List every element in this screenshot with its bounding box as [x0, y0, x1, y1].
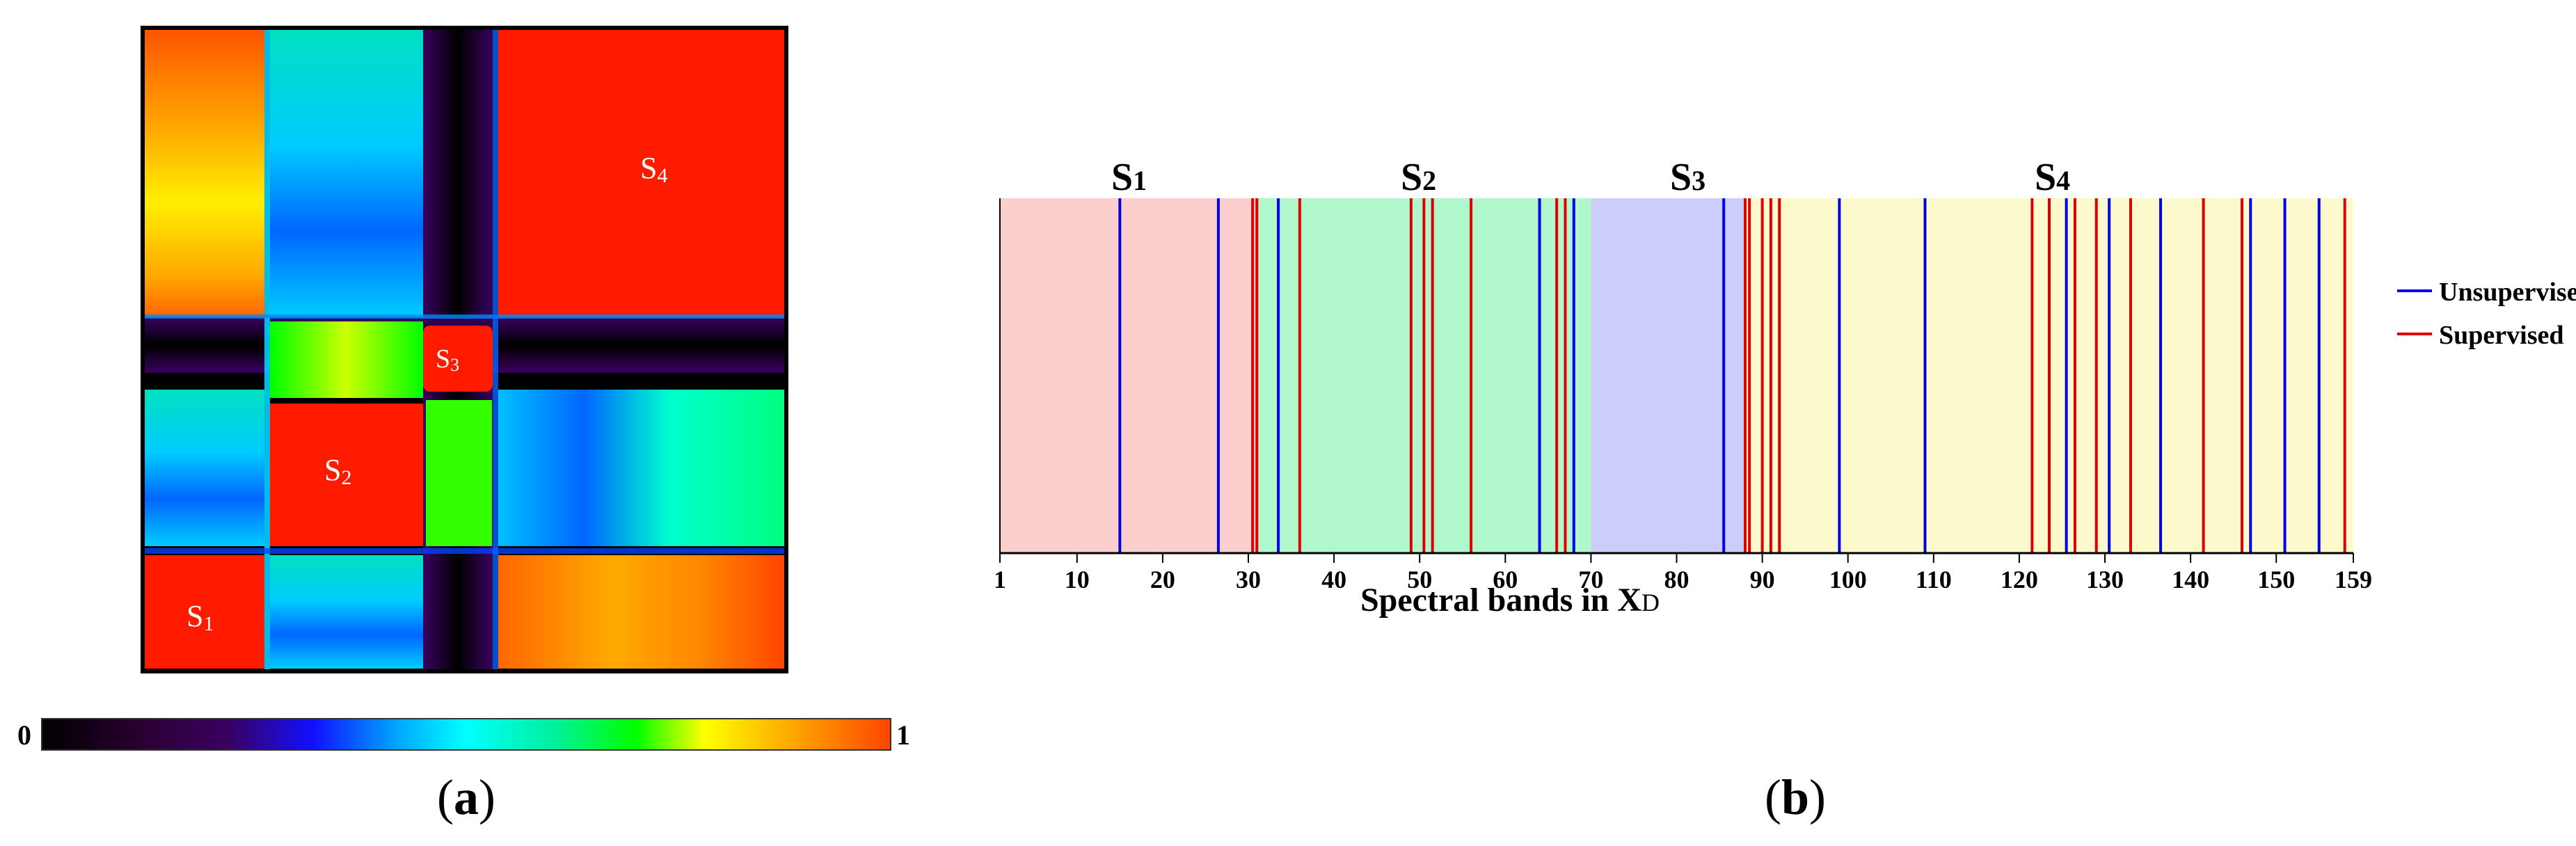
band-selection-chart: 1 10 20 30 40 50 60 70 80 90 100 110 120 130 140 150 159… — [994, 156, 2576, 618]
svg-text:S2: S2 — [324, 453, 351, 489]
colorbar-max-label: 1 — [896, 719, 910, 751]
x-tick-label-20: 20 — [1150, 566, 1175, 593]
block-label-s2: S2 — [324, 453, 351, 489]
legend-label-supervised: Supervised — [2439, 321, 2563, 350]
region-label-4: S4 — [2035, 156, 2070, 199]
x-tick-label-70: 70 — [1578, 566, 1603, 593]
legend: Unsupervised Supervised — [2397, 278, 2576, 350]
x-tick-label-130: 130 — [2086, 566, 2124, 593]
caption-b: (b) — [1764, 769, 1826, 825]
x-tick-label-100: 100 — [1829, 566, 1867, 593]
caption-a: (a) — [437, 769, 495, 825]
region-label-2: S2 — [1401, 156, 1436, 199]
similarity-matrix: S1 S2 S3 S4 0 1 — [17, 26, 910, 751]
x-tick-label-40: 40 — [1321, 566, 1346, 593]
x-tick-label-150: 150 — [2257, 566, 2295, 593]
svg-text:S1: S1 — [186, 599, 214, 635]
colorbar — [41, 718, 891, 751]
block-label-s3: S3 — [436, 344, 459, 375]
x-tick-label-1: 1 — [994, 566, 1006, 593]
x-tick-label-120: 120 — [2001, 566, 2038, 593]
region-3 — [1591, 198, 1745, 553]
x-tick-label-140: 140 — [2172, 566, 2209, 593]
x-axis-label: Spectral bands in XD — [1360, 582, 1660, 618]
region-label-1: S1 — [1111, 156, 1147, 199]
panel-a: S1 S2 S3 S4 0 1 (a) — [0, 0, 974, 843]
svg-text:S4: S4 — [640, 151, 667, 187]
colorbar-min-label: 0 — [17, 719, 31, 751]
svg-text:S3: S3 — [436, 344, 459, 375]
x-tick-label-110: 110 — [1916, 566, 1952, 593]
x-tick-label-80: 80 — [1664, 566, 1689, 593]
legend-label-unsupervised: Unsupervised — [2439, 278, 2576, 307]
x-tick-label-159: 159 — [2335, 566, 2372, 593]
x-tick-label-10: 10 — [1065, 566, 1090, 593]
x-tick-label-90: 90 — [1750, 566, 1775, 593]
panel-b: 1 10 20 30 40 50 60 70 80 90 100 110 120 130 140 150 159… — [974, 0, 2576, 843]
x-tick-label-30: 30 — [1236, 566, 1261, 593]
block-label-s1: S1 — [186, 599, 214, 635]
region-label-3: S3 — [1670, 156, 1706, 199]
x-tick-label-50: 50 — [1407, 566, 1432, 593]
block-label-s4: S4 — [640, 151, 667, 187]
region-1 — [1000, 198, 1257, 553]
x-tick-label-60: 60 — [1493, 566, 1518, 593]
